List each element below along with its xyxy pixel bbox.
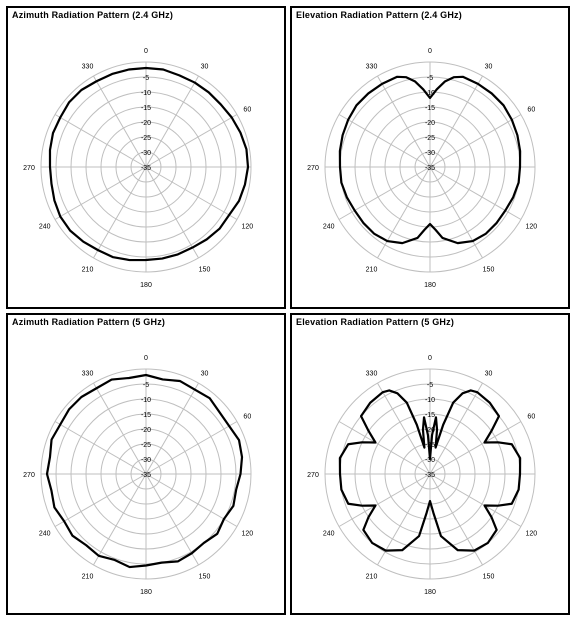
panel-title: Azimuth Radiation Pattern (2.4 GHz) <box>12 10 173 20</box>
svg-text:-35: -35 <box>425 165 435 172</box>
panel-title: Elevation Radiation Pattern (5 GHz) <box>296 317 454 327</box>
svg-text:270: 270 <box>23 165 35 172</box>
polar-chart-azimuth-5ghz: -5 -10 -15 -20 -25 -30 -35 0 30 60 120 150 180 210 240… <box>8 335 284 614</box>
svg-text:150: 150 <box>199 267 211 274</box>
svg-text:-5: -5 <box>427 382 433 389</box>
svg-text:240: 240 <box>39 530 51 537</box>
panel-grid: Azimuth Radiation Pattern (2.4 GHz) -5 -1… <box>6 6 570 615</box>
svg-text:270: 270 <box>307 472 319 479</box>
svg-text:0: 0 <box>428 355 432 362</box>
svg-text:0: 0 <box>144 355 148 362</box>
svg-text:240: 240 <box>39 224 51 231</box>
svg-text:180: 180 <box>140 282 152 289</box>
svg-text:-5: -5 <box>427 75 433 82</box>
svg-text:30: 30 <box>201 64 209 71</box>
svg-text:-35: -35 <box>425 472 435 479</box>
svg-text:-15: -15 <box>141 412 151 419</box>
svg-text:-10: -10 <box>141 397 151 404</box>
svg-text:-25: -25 <box>141 135 151 142</box>
svg-text:180: 180 <box>424 589 436 596</box>
svg-text:-15: -15 <box>425 105 435 112</box>
svg-text:-5: -5 <box>143 382 149 389</box>
page-root: Azimuth Radiation Pattern (2.4 GHz) -5 -1… <box>0 0 576 621</box>
svg-text:-30: -30 <box>425 150 435 157</box>
svg-text:270: 270 <box>23 472 35 479</box>
svg-text:-30: -30 <box>141 457 151 464</box>
svg-text:30: 30 <box>485 64 493 71</box>
panel-title: Elevation Radiation Pattern (2.4 GHz) <box>296 10 462 20</box>
svg-text:30: 30 <box>485 370 493 377</box>
svg-text:240: 240 <box>323 224 335 231</box>
svg-text:240: 240 <box>323 530 335 537</box>
svg-text:30: 30 <box>201 370 209 377</box>
svg-text:0: 0 <box>144 48 148 55</box>
svg-text:330: 330 <box>366 64 378 71</box>
polar-chart-elevation-5ghz: -5-10-15-20-25-30-3503060120150180210240… <box>292 335 568 614</box>
panel-elevation-5ghz: Elevation Radiation Pattern (5 GHz) -5 -1… <box>290 313 570 616</box>
svg-text:210: 210 <box>82 267 94 274</box>
svg-text:-30: -30 <box>141 150 151 157</box>
polar-chart-azimuth-2-4ghz: -5 -10 -15 -20 -25 -30 -35 0 30 60 120 150 180 210 240… <box>8 28 284 307</box>
panel-azimuth-2-4ghz: Azimuth Radiation Pattern (2.4 GHz) -5 -1… <box>6 6 286 309</box>
svg-text:210: 210 <box>366 267 378 274</box>
panel-elevation-2-4ghz: Elevation Radiation Pattern (2.4 GHz) -5… <box>290 6 570 309</box>
svg-text:120: 120 <box>241 224 253 231</box>
svg-text:330: 330 <box>366 370 378 377</box>
svg-text:60: 60 <box>243 107 251 114</box>
svg-text:-15: -15 <box>425 412 435 419</box>
svg-text:330: 330 <box>82 370 94 377</box>
svg-text:-10: -10 <box>141 90 151 97</box>
svg-text:60: 60 <box>243 413 251 420</box>
svg-text:270: 270 <box>307 165 319 172</box>
svg-text:0: 0 <box>428 48 432 55</box>
polar-chart-elevation-2-4ghz: -5-10-15-20-25-30-3503060120150180210240… <box>292 28 568 307</box>
panel-title: Azimuth Radiation Pattern (5 GHz) <box>12 317 165 327</box>
svg-text:-5: -5 <box>143 75 149 82</box>
svg-text:-15: -15 <box>141 105 151 112</box>
svg-text:60: 60 <box>527 413 535 420</box>
svg-text:-10: -10 <box>425 397 435 404</box>
svg-text:120: 120 <box>525 224 537 231</box>
svg-text:150: 150 <box>199 573 211 580</box>
svg-text:-20: -20 <box>425 120 435 127</box>
svg-text:120: 120 <box>241 530 253 537</box>
svg-text:-20: -20 <box>141 120 151 127</box>
svg-text:180: 180 <box>424 282 436 289</box>
svg-text:150: 150 <box>483 573 495 580</box>
svg-text:60: 60 <box>527 107 535 114</box>
panel-azimuth-5ghz: Azimuth Radiation Pattern (5 GHz) -5-10-… <box>6 313 286 616</box>
svg-text:120: 120 <box>525 530 537 537</box>
svg-text:-35: -35 <box>141 165 151 172</box>
svg-text:210: 210 <box>82 573 94 580</box>
svg-text:330: 330 <box>82 64 94 71</box>
svg-text:210: 210 <box>366 573 378 580</box>
svg-text:-25: -25 <box>425 135 435 142</box>
svg-text:-25: -25 <box>141 442 151 449</box>
svg-text:-35: -35 <box>141 472 151 479</box>
svg-text:180: 180 <box>140 589 152 596</box>
svg-text:-20: -20 <box>141 427 151 434</box>
svg-text:150: 150 <box>483 267 495 274</box>
